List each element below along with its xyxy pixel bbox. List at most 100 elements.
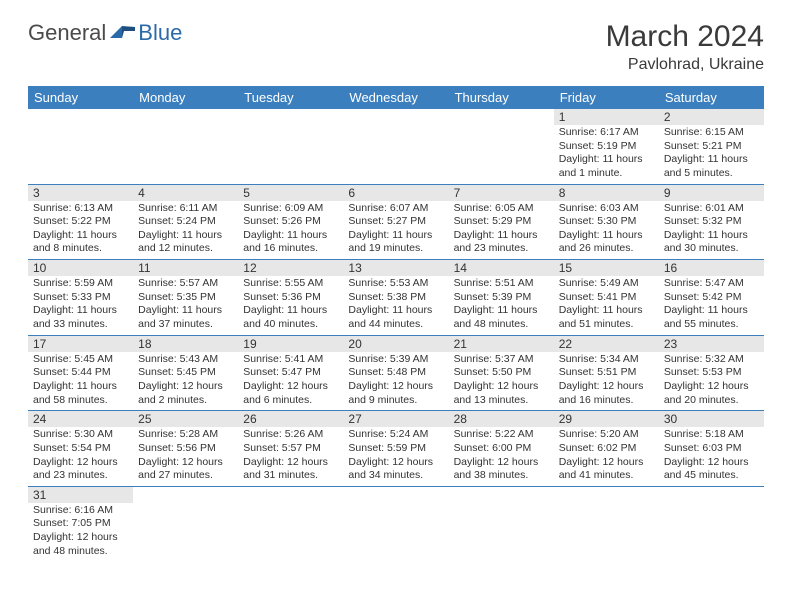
calendar-cell: 8Sunrise: 6:03 AMSunset: 5:30 PMDaylight… (554, 184, 659, 260)
flag-icon (110, 20, 136, 46)
day-number: 20 (343, 336, 448, 352)
daylight-text: Daylight: 12 hours and 31 minutes. (243, 456, 338, 483)
sunset-text: Sunset: 7:05 PM (33, 517, 128, 531)
sunset-text: Sunset: 5:21 PM (664, 140, 759, 154)
day-number: 14 (449, 260, 554, 276)
location: Pavlohrad, Ukraine (606, 56, 764, 74)
day-info: Sunrise: 5:59 AMSunset: 5:33 PMDaylight:… (28, 276, 133, 335)
sunset-text: Sunset: 5:56 PM (138, 442, 233, 456)
day-number: 7 (449, 185, 554, 201)
day-info: Sunrise: 6:13 AMSunset: 5:22 PMDaylight:… (28, 201, 133, 260)
sunset-text: Sunset: 5:44 PM (33, 366, 128, 380)
day-number: 28 (449, 411, 554, 427)
weekday-header: Monday (133, 86, 238, 109)
day-number: 19 (238, 336, 343, 352)
day-info: Sunrise: 5:41 AMSunset: 5:47 PMDaylight:… (238, 352, 343, 411)
day-number: 9 (659, 185, 764, 201)
sunset-text: Sunset: 5:53 PM (664, 366, 759, 380)
day-info: Sunrise: 6:11 AMSunset: 5:24 PMDaylight:… (133, 201, 238, 260)
sunrise-text: Sunrise: 6:16 AM (33, 504, 128, 518)
calendar-row: 1Sunrise: 6:17 AMSunset: 5:19 PMDaylight… (28, 109, 764, 184)
sunrise-text: Sunrise: 6:17 AM (559, 126, 654, 140)
sunrise-text: Sunrise: 6:13 AM (33, 202, 128, 216)
daylight-text: Daylight: 12 hours and 6 minutes. (243, 380, 338, 407)
sunrise-text: Sunrise: 5:39 AM (348, 353, 443, 367)
calendar-cell: 19Sunrise: 5:41 AMSunset: 5:47 PMDayligh… (238, 335, 343, 411)
daylight-text: Daylight: 11 hours and 23 minutes. (454, 229, 549, 256)
daylight-text: Daylight: 11 hours and 12 minutes. (138, 229, 233, 256)
sunset-text: Sunset: 5:33 PM (33, 291, 128, 305)
day-number: 17 (28, 336, 133, 352)
sunrise-text: Sunrise: 6:01 AM (664, 202, 759, 216)
day-info: Sunrise: 5:18 AMSunset: 6:03 PMDaylight:… (659, 427, 764, 486)
sunrise-text: Sunrise: 5:32 AM (664, 353, 759, 367)
calendar-cell (343, 109, 448, 184)
daylight-text: Daylight: 12 hours and 48 minutes. (33, 531, 128, 558)
calendar-cell (28, 109, 133, 184)
calendar-cell: 20Sunrise: 5:39 AMSunset: 5:48 PMDayligh… (343, 335, 448, 411)
daylight-text: Daylight: 12 hours and 45 minutes. (664, 456, 759, 483)
daylight-text: Daylight: 11 hours and 55 minutes. (664, 304, 759, 331)
calendar-cell: 30Sunrise: 5:18 AMSunset: 6:03 PMDayligh… (659, 411, 764, 487)
day-number: 24 (28, 411, 133, 427)
calendar-cell (238, 486, 343, 561)
day-info: Sunrise: 5:37 AMSunset: 5:50 PMDaylight:… (449, 352, 554, 411)
day-number: 18 (133, 336, 238, 352)
calendar-cell: 6Sunrise: 6:07 AMSunset: 5:27 PMDaylight… (343, 184, 448, 260)
sunset-text: Sunset: 5:36 PM (243, 291, 338, 305)
day-info: Sunrise: 6:01 AMSunset: 5:32 PMDaylight:… (659, 201, 764, 260)
day-info: Sunrise: 5:47 AMSunset: 5:42 PMDaylight:… (659, 276, 764, 335)
day-info: Sunrise: 6:15 AMSunset: 5:21 PMDaylight:… (659, 125, 764, 184)
daylight-text: Daylight: 11 hours and 1 minute. (559, 153, 654, 180)
day-number: 8 (554, 185, 659, 201)
sunset-text: Sunset: 5:27 PM (348, 215, 443, 229)
calendar-cell (343, 486, 448, 561)
month-title: March 2024 (606, 20, 764, 54)
calendar-cell: 10Sunrise: 5:59 AMSunset: 5:33 PMDayligh… (28, 260, 133, 336)
calendar-cell: 29Sunrise: 5:20 AMSunset: 6:02 PMDayligh… (554, 411, 659, 487)
sunset-text: Sunset: 5:35 PM (138, 291, 233, 305)
sunrise-text: Sunrise: 5:26 AM (243, 428, 338, 442)
sunrise-text: Sunrise: 5:28 AM (138, 428, 233, 442)
calendar-cell: 11Sunrise: 5:57 AMSunset: 5:35 PMDayligh… (133, 260, 238, 336)
calendar-cell: 2Sunrise: 6:15 AMSunset: 5:21 PMDaylight… (659, 109, 764, 184)
weekday-header: Saturday (659, 86, 764, 109)
sunset-text: Sunset: 6:03 PM (664, 442, 759, 456)
day-number: 16 (659, 260, 764, 276)
sunset-text: Sunset: 5:51 PM (559, 366, 654, 380)
day-number: 1 (554, 109, 659, 125)
sunrise-text: Sunrise: 6:03 AM (559, 202, 654, 216)
calendar-cell: 27Sunrise: 5:24 AMSunset: 5:59 PMDayligh… (343, 411, 448, 487)
sunrise-text: Sunrise: 5:53 AM (348, 277, 443, 291)
sunset-text: Sunset: 5:19 PM (559, 140, 654, 154)
sunset-text: Sunset: 5:57 PM (243, 442, 338, 456)
day-number: 10 (28, 260, 133, 276)
sunrise-text: Sunrise: 5:20 AM (559, 428, 654, 442)
sunrise-text: Sunrise: 6:09 AM (243, 202, 338, 216)
daylight-text: Daylight: 12 hours and 9 minutes. (348, 380, 443, 407)
day-info: Sunrise: 5:30 AMSunset: 5:54 PMDaylight:… (28, 427, 133, 486)
day-info: Sunrise: 5:24 AMSunset: 5:59 PMDaylight:… (343, 427, 448, 486)
sunset-text: Sunset: 6:02 PM (559, 442, 654, 456)
day-info: Sunrise: 5:53 AMSunset: 5:38 PMDaylight:… (343, 276, 448, 335)
day-number: 12 (238, 260, 343, 276)
day-info: Sunrise: 5:32 AMSunset: 5:53 PMDaylight:… (659, 352, 764, 411)
sunset-text: Sunset: 5:50 PM (454, 366, 549, 380)
calendar-cell: 28Sunrise: 5:22 AMSunset: 6:00 PMDayligh… (449, 411, 554, 487)
calendar-cell: 3Sunrise: 6:13 AMSunset: 5:22 PMDaylight… (28, 184, 133, 260)
day-info: Sunrise: 6:09 AMSunset: 5:26 PMDaylight:… (238, 201, 343, 260)
calendar-row: 24Sunrise: 5:30 AMSunset: 5:54 PMDayligh… (28, 411, 764, 487)
day-info: Sunrise: 5:26 AMSunset: 5:57 PMDaylight:… (238, 427, 343, 486)
calendar-cell (659, 486, 764, 561)
day-info: Sunrise: 5:55 AMSunset: 5:36 PMDaylight:… (238, 276, 343, 335)
sunrise-text: Sunrise: 5:30 AM (33, 428, 128, 442)
daylight-text: Daylight: 11 hours and 8 minutes. (33, 229, 128, 256)
daylight-text: Daylight: 11 hours and 16 minutes. (243, 229, 338, 256)
calendar-cell: 7Sunrise: 6:05 AMSunset: 5:29 PMDaylight… (449, 184, 554, 260)
day-number: 23 (659, 336, 764, 352)
sunrise-text: Sunrise: 5:47 AM (664, 277, 759, 291)
calendar-cell (133, 109, 238, 184)
day-info: Sunrise: 5:22 AMSunset: 6:00 PMDaylight:… (449, 427, 554, 486)
daylight-text: Daylight: 11 hours and 33 minutes. (33, 304, 128, 331)
day-number: 15 (554, 260, 659, 276)
